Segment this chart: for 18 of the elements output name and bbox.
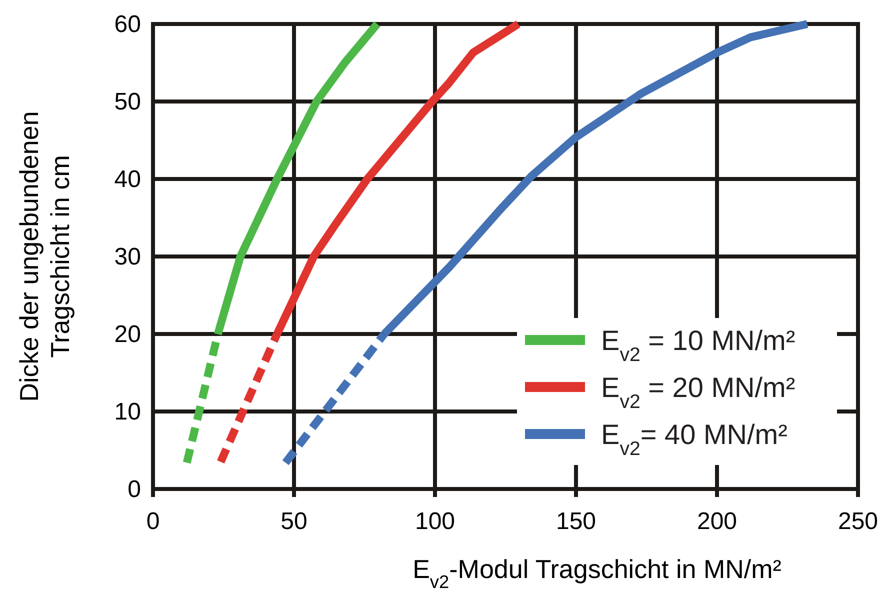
legend-label: E$_{v2}$ = 10 MN/m² <box>601 325 796 366</box>
y-tick-label: 0 <box>128 476 141 503</box>
y-axis-title: Dicke der ungebundenen Tragschicht in cm <box>14 111 75 402</box>
y-tick-label: 40 <box>114 166 141 193</box>
y-tick-label: 60 <box>114 11 141 38</box>
y-tick-label: 30 <box>114 244 141 270</box>
x-tick-label: 0 <box>146 508 160 535</box>
x-tick-label: 200 <box>696 508 738 535</box>
y-tick-label: 20 <box>114 321 141 348</box>
legend-label: E$_{v2}$ = 20 MN/m² <box>601 372 796 413</box>
legend-label: E$_{v2}$= 40 MN/m² <box>601 419 788 460</box>
x-axis-title: E$_{v2}$-Modul Tragschicht in MN/m² <box>412 554 782 592</box>
y-tick-label: 50 <box>114 88 141 116</box>
y-tick-label: 10 <box>114 398 141 426</box>
x-tick-label: 250 <box>838 508 878 535</box>
x-tick-label: 100 <box>414 508 456 535</box>
x-tick-label: 50 <box>280 508 308 535</box>
x-tick-label: 150 <box>556 508 596 535</box>
